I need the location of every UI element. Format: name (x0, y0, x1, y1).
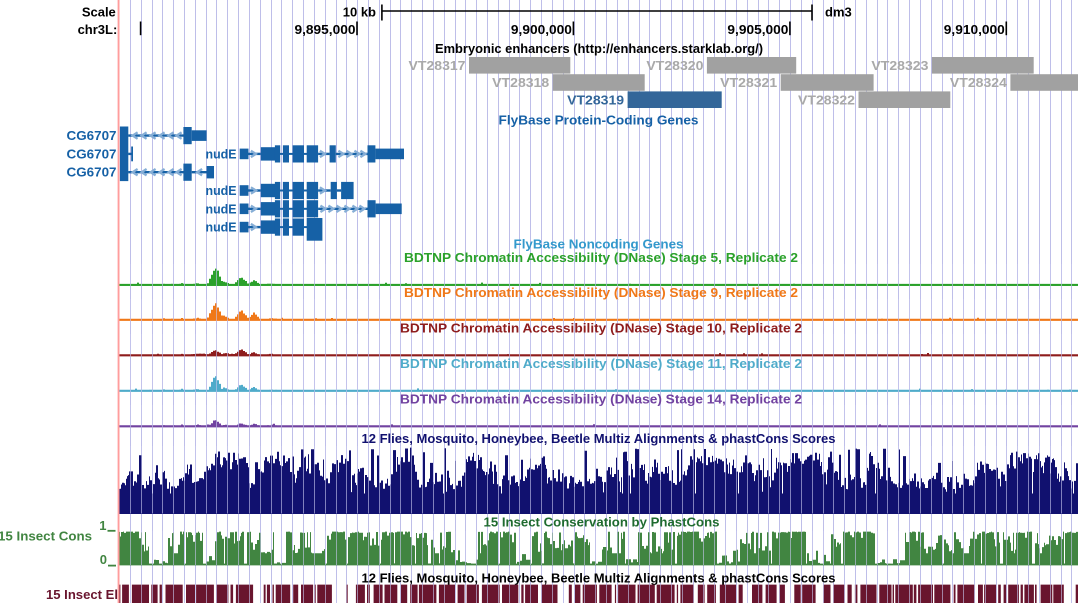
svg-text:FlyBase Protein-Coding Genes: FlyBase Protein-Coding Genes (499, 113, 699, 128)
svg-text:9,910,000: 9,910,000 (944, 22, 1005, 37)
svg-text:Scale: Scale (82, 5, 116, 20)
svg-text:12 Flies, Mosquito, Honeybee,: 12 Flies, Mosquito, Honeybee, Beetle Mul… (362, 571, 836, 586)
svg-text:nudE: nudE (206, 220, 237, 235)
svg-text:CG6707: CG6707 (67, 165, 117, 180)
svg-text:BDTNP Chromatin Accessibility: BDTNP Chromatin Accessibility (DNase) St… (404, 250, 798, 265)
svg-text:9,900,000: 9,900,000 (511, 22, 572, 37)
svg-text:chr3L:: chr3L: (78, 22, 118, 37)
svg-text:FlyBase Noncoding Genes: FlyBase Noncoding Genes (514, 237, 684, 252)
svg-text:15 Insect Cons: 15 Insect Cons (0, 529, 92, 544)
svg-text:nudE: nudE (206, 146, 237, 161)
svg-text:12 Flies, Mosquito, Honeybee,: 12 Flies, Mosquito, Honeybee, Beetle Mul… (362, 431, 836, 446)
svg-text:nudE: nudE (206, 183, 237, 198)
svg-text:1: 1 (99, 518, 106, 533)
svg-text:0: 0 (100, 552, 107, 567)
svg-text:BDTNP Chromatin Accessibility: BDTNP Chromatin Accessibility (DNase) St… (400, 392, 802, 407)
svg-text:BDTNP Chromatin Accessibility: BDTNP Chromatin Accessibility (DNase) St… (400, 356, 802, 371)
svg-text:Embryonic enhancers (http://en: Embryonic enhancers (http://enhancers.st… (435, 41, 763, 56)
svg-text:15 Insect El: 15 Insect El (46, 587, 118, 602)
svg-text:VT28320: VT28320 (646, 58, 703, 73)
svg-text:VT28317: VT28317 (409, 58, 466, 73)
svg-text:CG6707: CG6707 (67, 128, 117, 143)
svg-text:BDTNP Chromatin Accessibility: BDTNP Chromatin Accessibility (DNase) St… (400, 321, 802, 336)
svg-text:9,905,000: 9,905,000 (727, 22, 788, 37)
svg-text:15 Insect Conservation by Phas: 15 Insect Conservation by PhastCons (484, 514, 720, 529)
svg-text:dm3: dm3 (825, 5, 852, 20)
svg-text:VT28324: VT28324 (950, 75, 1008, 90)
svg-text:nudE: nudE (206, 201, 237, 216)
svg-text:VT28323: VT28323 (871, 58, 928, 73)
svg-text:VT28322: VT28322 (798, 92, 855, 107)
svg-text:9,895,000: 9,895,000 (295, 22, 356, 37)
svg-text:CG6707: CG6707 (67, 146, 117, 161)
svg-text:10 kb: 10 kb (343, 5, 376, 20)
svg-text:VT28318: VT28318 (492, 75, 549, 90)
svg-text:VT28319: VT28319 (567, 92, 624, 107)
svg-text:VT28321: VT28321 (720, 75, 777, 90)
svg-text:BDTNP Chromatin Accessibility: BDTNP Chromatin Accessibility (DNase) St… (404, 285, 798, 300)
